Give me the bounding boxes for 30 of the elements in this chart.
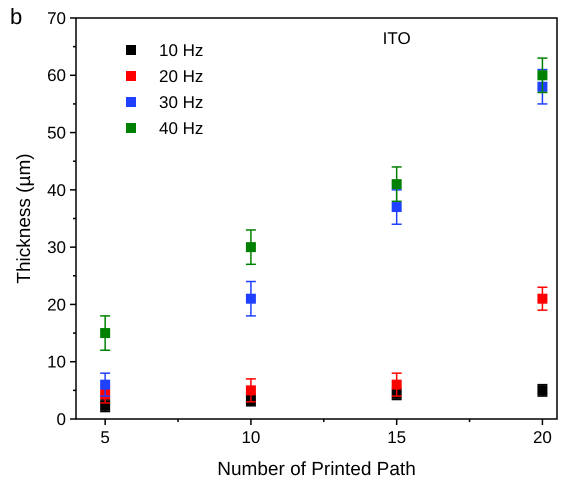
x-tick-label: 15 xyxy=(387,428,406,447)
y-tick-label: 50 xyxy=(47,124,66,143)
x-tick-label: 20 xyxy=(532,428,552,447)
x-tick-label: 5 xyxy=(100,428,110,447)
point xyxy=(537,70,548,80)
point xyxy=(246,242,256,252)
point xyxy=(100,380,110,390)
y-axis-title: Thickness (µm) xyxy=(14,153,35,284)
x-tick-label: 10 xyxy=(241,428,260,447)
legend-label: 40 Hz xyxy=(159,118,204,138)
y-tick-label: 0 xyxy=(56,410,66,429)
point xyxy=(246,385,256,396)
legend-label: 30 Hz xyxy=(159,92,204,112)
annotation: ITO xyxy=(382,28,411,48)
point xyxy=(100,328,110,338)
point xyxy=(537,294,548,304)
y-tick-label: 40 xyxy=(47,180,66,200)
y-tick-label: 20 xyxy=(47,295,66,314)
y-tick-label: 10 xyxy=(47,352,66,372)
point xyxy=(392,179,402,190)
legend-label: 20 Hz xyxy=(159,66,204,86)
point xyxy=(392,202,402,212)
text: b xyxy=(10,4,22,29)
point xyxy=(392,380,402,390)
y-tick-label: 70 xyxy=(47,8,66,28)
x-axis-title: Number of Printed Path xyxy=(217,459,416,480)
y-tick-label: 60 xyxy=(47,66,66,86)
point xyxy=(246,294,256,304)
legend-label: 10 Hz xyxy=(159,40,204,60)
y-tick-label: 30 xyxy=(47,238,66,258)
